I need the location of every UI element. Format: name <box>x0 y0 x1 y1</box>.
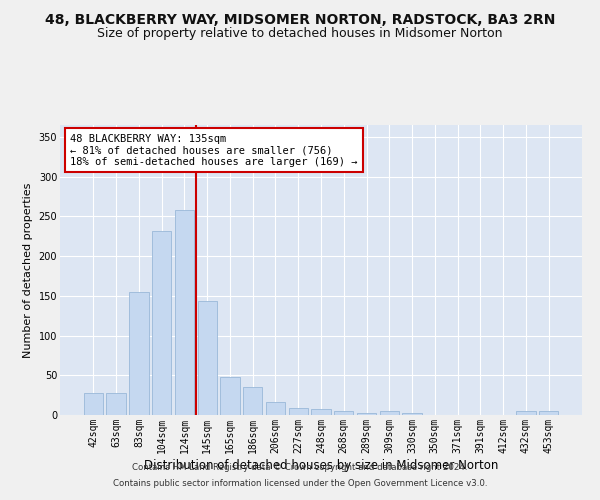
Bar <box>334 411 353 415</box>
Bar <box>311 410 331 415</box>
Text: Contains HM Land Registry data © Crown copyright and database right 2024.: Contains HM Land Registry data © Crown c… <box>132 464 468 472</box>
Bar <box>266 402 285 415</box>
Bar <box>152 230 172 415</box>
Bar <box>289 408 308 415</box>
Bar <box>129 292 149 415</box>
Bar <box>243 387 262 415</box>
Text: 48, BLACKBERRY WAY, MIDSOMER NORTON, RADSTOCK, BA3 2RN: 48, BLACKBERRY WAY, MIDSOMER NORTON, RAD… <box>45 12 555 26</box>
Bar <box>197 300 217 415</box>
Text: Contains public sector information licensed under the Open Government Licence v3: Contains public sector information licen… <box>113 478 487 488</box>
Bar <box>357 412 376 415</box>
Y-axis label: Number of detached properties: Number of detached properties <box>23 182 33 358</box>
Bar <box>220 377 239 415</box>
Bar <box>380 411 399 415</box>
X-axis label: Distribution of detached houses by size in Midsomer Norton: Distribution of detached houses by size … <box>144 458 498 471</box>
Bar <box>403 412 422 415</box>
Text: 48 BLACKBERRY WAY: 135sqm
← 81% of detached houses are smaller (756)
18% of semi: 48 BLACKBERRY WAY: 135sqm ← 81% of detac… <box>70 134 358 167</box>
Bar <box>84 393 103 415</box>
Bar <box>539 411 558 415</box>
Bar <box>516 411 536 415</box>
Bar <box>175 210 194 415</box>
Text: Size of property relative to detached houses in Midsomer Norton: Size of property relative to detached ho… <box>97 28 503 40</box>
Bar <box>106 393 126 415</box>
